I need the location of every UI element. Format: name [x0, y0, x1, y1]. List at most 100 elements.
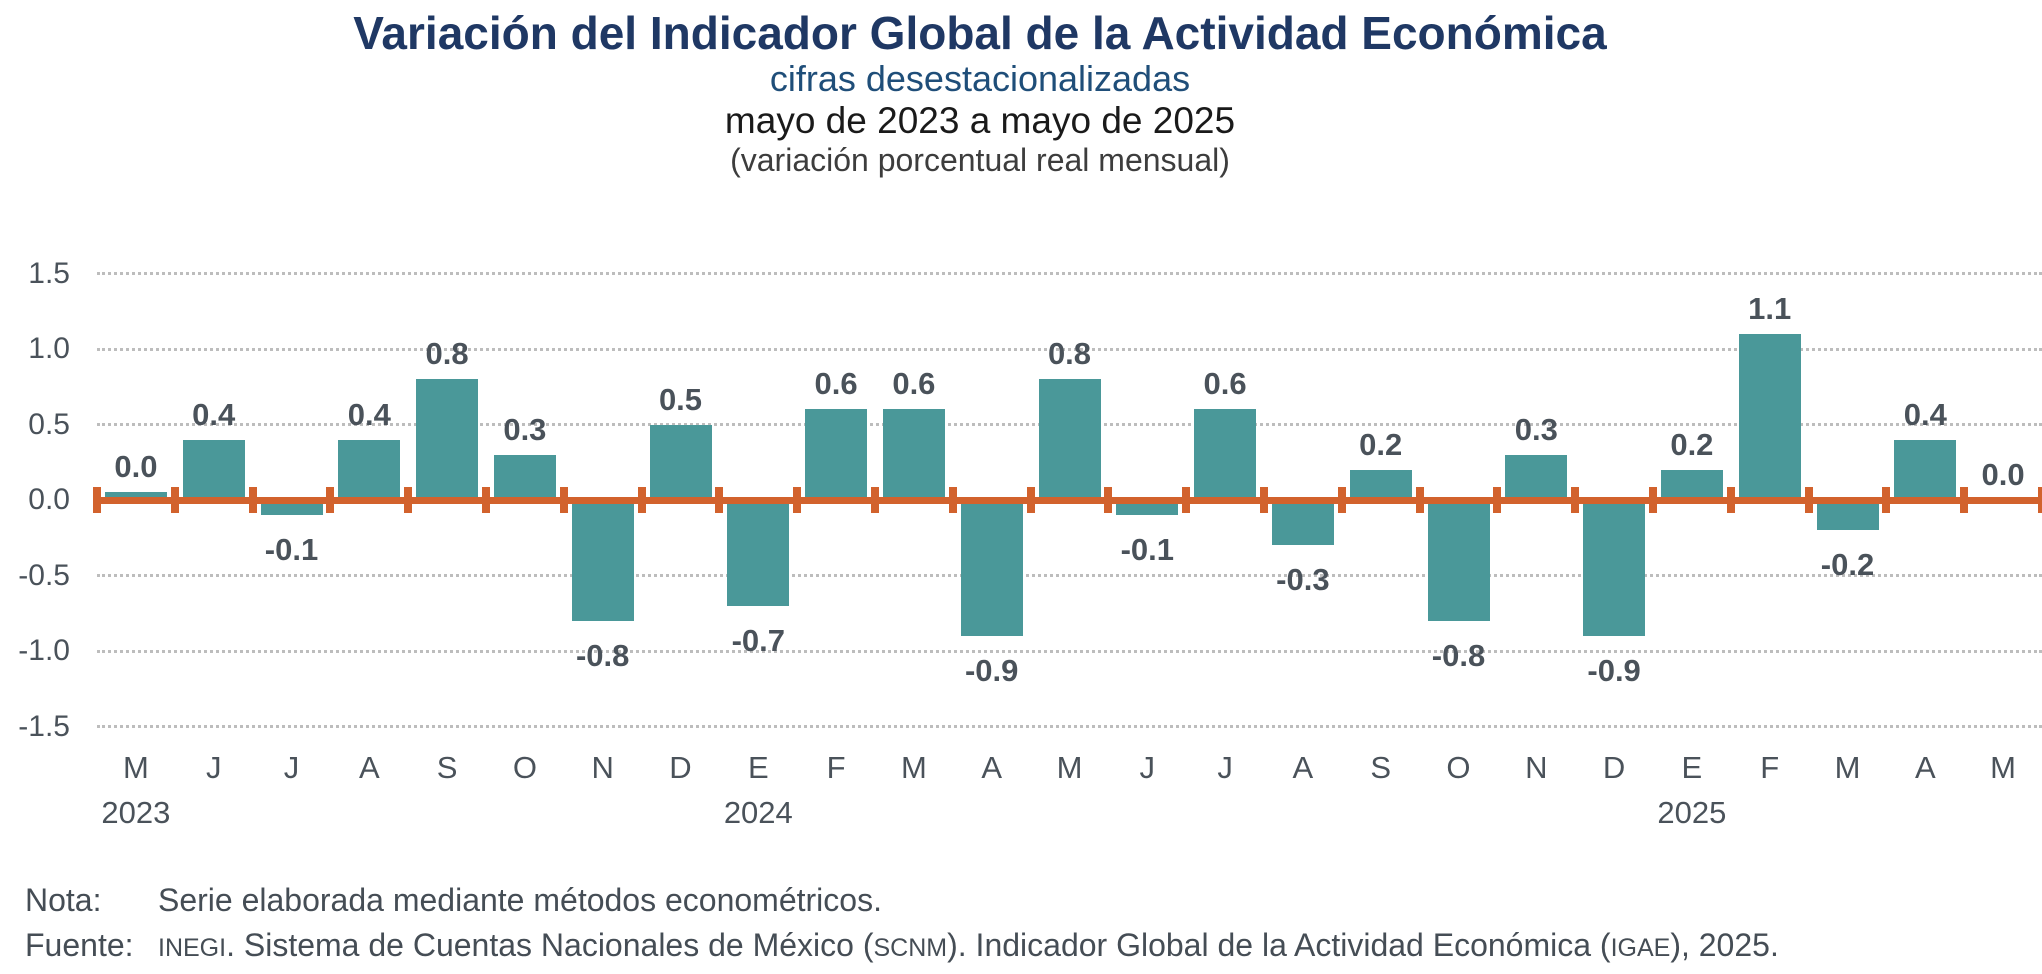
- bar: [1505, 454, 1568, 500]
- month-label: N: [1525, 750, 1548, 785]
- bar: [1271, 500, 1334, 546]
- source-text-part: ), 2025.: [1670, 927, 1779, 963]
- month-label: D: [669, 750, 692, 785]
- zero-axis-tick: [170, 487, 179, 513]
- bar-value-label: 0.8: [425, 336, 469, 372]
- zero-axis-tick: [1026, 487, 1035, 513]
- y-axis-tick-label: 0.0: [28, 483, 70, 516]
- source-acronym: IGAE: [1610, 934, 1671, 962]
- year-label: 2024: [723, 795, 793, 830]
- month-label: E: [747, 750, 769, 785]
- bar-value-label: -0.1: [264, 532, 319, 568]
- chart-notes: Nota: Serie elaborada mediante métodos e…: [25, 878, 1779, 971]
- bar-value-label: 0.2: [1359, 426, 1403, 462]
- source-row: Fuente: INEGI. Sistema de Cuentas Nacion…: [25, 923, 1779, 971]
- chart-header: Variación del Indicador Global de la Act…: [0, 8, 1960, 178]
- bar-value-label: -0.9: [964, 652, 1019, 688]
- zero-axis-tick: [482, 487, 490, 513]
- chart-title: Variación del Indicador Global de la Act…: [353, 7, 1607, 59]
- zero-axis-tick: [1493, 487, 1502, 513]
- month-label: M: [1834, 750, 1861, 785]
- bar: [1349, 469, 1412, 500]
- zero-axis-tick: [793, 487, 802, 513]
- bar: [1583, 500, 1646, 636]
- note-row: Nota: Serie elaborada mediante métodos e…: [25, 878, 1779, 923]
- note-label: Nota:: [25, 882, 102, 918]
- zero-axis-tick: [1726, 487, 1735, 513]
- month-label: A: [1292, 750, 1314, 785]
- month-label: J: [283, 750, 300, 785]
- bar: [1194, 409, 1257, 500]
- month-label: M: [1990, 750, 2016, 785]
- bar: [1660, 469, 1723, 500]
- zero-axis-tick: [2038, 487, 2042, 513]
- month-label: J: [205, 750, 222, 785]
- bar-chart-plot-area: 0.0 M 0.4 J -0.1 J 0.4 A 0.8 S 0.3 O -0.8 N 0.5 D -0.7 E 0…: [93, 272, 2042, 830]
- bar-value-label: -0.8: [1431, 637, 1486, 673]
- bar-value-label: 0.6: [1203, 366, 1247, 402]
- bar-value-label: 0.0: [114, 449, 158, 484]
- zero-axis-tick: [248, 487, 257, 513]
- bar-value-label: 0.0: [1981, 457, 2025, 492]
- bar-value-label: 0.6: [892, 366, 936, 402]
- bar: [1894, 439, 1957, 500]
- zero-axis-tick: [1415, 487, 1424, 513]
- bar-value-label: 0.5: [658, 381, 703, 417]
- bar-value-label: -0.1: [1120, 532, 1174, 568]
- bar-value-label: 0.4: [1903, 396, 1947, 432]
- month-label: F: [1760, 750, 1780, 785]
- y-axis-tick-label: -1.0: [18, 634, 70, 667]
- bar: [649, 424, 712, 500]
- zero-axis-tick: [326, 487, 335, 513]
- month-label: J: [1217, 750, 1233, 785]
- zero-axis-line: [97, 496, 2042, 504]
- month-label: D: [1602, 750, 1626, 785]
- bar: [1427, 500, 1490, 621]
- month-label: O: [1446, 750, 1471, 785]
- gridline: [97, 574, 2042, 577]
- bar-value-label: 0.2: [1670, 426, 1714, 462]
- zero-axis-tick: [871, 487, 879, 513]
- gridline: [97, 725, 2042, 728]
- y-axis-tick-label: -0.5: [18, 558, 70, 592]
- bar-value-label: 0.4: [347, 396, 391, 432]
- source-label: Fuente:: [25, 927, 134, 963]
- month-label: E: [1681, 750, 1703, 785]
- bar: [416, 379, 479, 500]
- bar-value-label: 0.3: [503, 411, 547, 447]
- bar-value-label: 1.1: [1748, 290, 1792, 326]
- year-label: 2023: [101, 795, 171, 830]
- source-text-part: ). Indicador Global de la Actividad Econ…: [947, 927, 1611, 963]
- y-axis-tick-label: 1.5: [28, 256, 70, 290]
- month-label: S: [436, 750, 458, 785]
- chart-units: (variación porcentual real mensual): [730, 142, 1230, 178]
- note-text: Serie elaborada mediante métodos economé…: [158, 882, 882, 918]
- zero-axis-tick: [1960, 487, 1969, 513]
- year-label: 2025: [1657, 795, 1727, 830]
- zero-axis-tick: [1337, 487, 1346, 513]
- y-axis-tick-label: -1.5: [18, 709, 70, 743]
- source-text-part: . Sistema de Cuentas Nacionales de Méxic…: [226, 927, 874, 963]
- zero-axis-tick: [559, 487, 568, 513]
- bar: [1038, 379, 1101, 500]
- month-label: A: [1914, 750, 1936, 785]
- month-label: N: [591, 750, 614, 785]
- zero-axis-tick: [1182, 487, 1191, 513]
- bar: [727, 500, 790, 606]
- bar-value-label: -0.8: [575, 637, 630, 673]
- bar: [1738, 333, 1801, 500]
- bar: [104, 492, 167, 500]
- month-label: A: [358, 750, 380, 785]
- zero-axis-tick: [404, 487, 413, 513]
- source-acronym: INEGI: [158, 934, 227, 962]
- gridline: [97, 347, 2042, 351]
- month-label: O: [512, 750, 537, 785]
- month-label: J: [1139, 750, 1156, 785]
- bar: [882, 409, 945, 500]
- bar: [571, 500, 634, 621]
- gridline: [97, 272, 2042, 275]
- month-label: F: [826, 750, 846, 785]
- chart-period: mayo de 2023 a mayo de 2025: [724, 100, 1236, 141]
- y-axis-tick-label: 1.0: [28, 332, 70, 365]
